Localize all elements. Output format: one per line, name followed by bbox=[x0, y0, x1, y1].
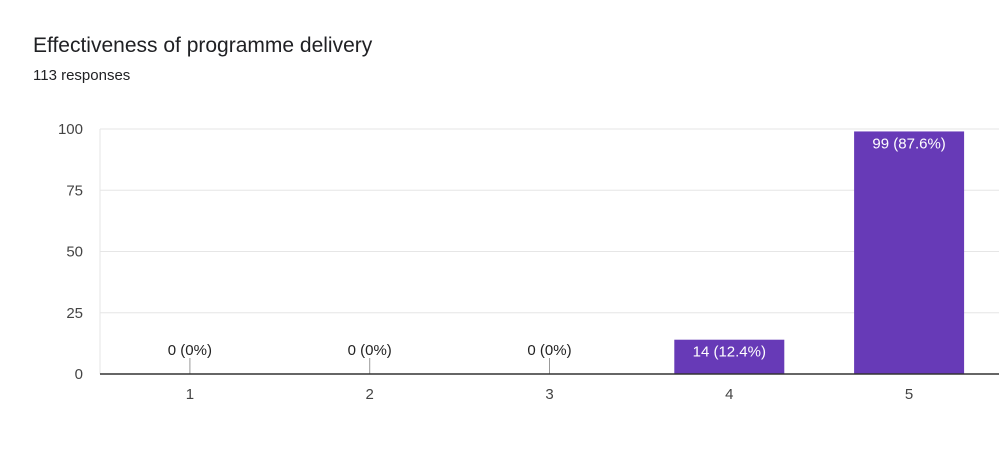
data-label-4: 14 (12.4%) bbox=[693, 344, 766, 361]
x-tick-label-3: 3 bbox=[545, 386, 553, 403]
x-tick-label-4: 4 bbox=[725, 386, 733, 403]
x-tick-label-5: 5 bbox=[905, 386, 913, 403]
y-tick-label-50: 50 bbox=[66, 244, 83, 261]
data-label-2: 0 (0%) bbox=[348, 342, 392, 359]
y-tick-label-75: 75 bbox=[66, 182, 83, 199]
x-tick-label-2: 2 bbox=[366, 386, 374, 403]
bar-5 bbox=[854, 131, 965, 374]
y-tick-label-100: 100 bbox=[58, 121, 83, 138]
data-label-5: 99 (87.6%) bbox=[872, 135, 945, 152]
y-tick-label-25: 25 bbox=[66, 305, 83, 322]
data-label-3: 0 (0%) bbox=[527, 342, 571, 359]
bars bbox=[189, 131, 965, 374]
axes: 0 25 50 75 100 1 2 3 4 5 bbox=[58, 121, 999, 403]
bar-4 bbox=[674, 339, 785, 374]
grid-lines bbox=[99, 128, 999, 374]
y-tick-label-0: 0 bbox=[75, 366, 83, 383]
data-label-1: 0 (0%) bbox=[168, 342, 212, 359]
x-tick-label-1: 1 bbox=[186, 386, 194, 403]
response-count: 113 responses bbox=[33, 67, 131, 84]
data-labels: 0 (0%) 0 (0%) 0 (0%) 14 (12.4%) 99 (87.6%) bbox=[168, 135, 946, 360]
chart-title: Effectiveness of programme delivery bbox=[33, 34, 373, 57]
